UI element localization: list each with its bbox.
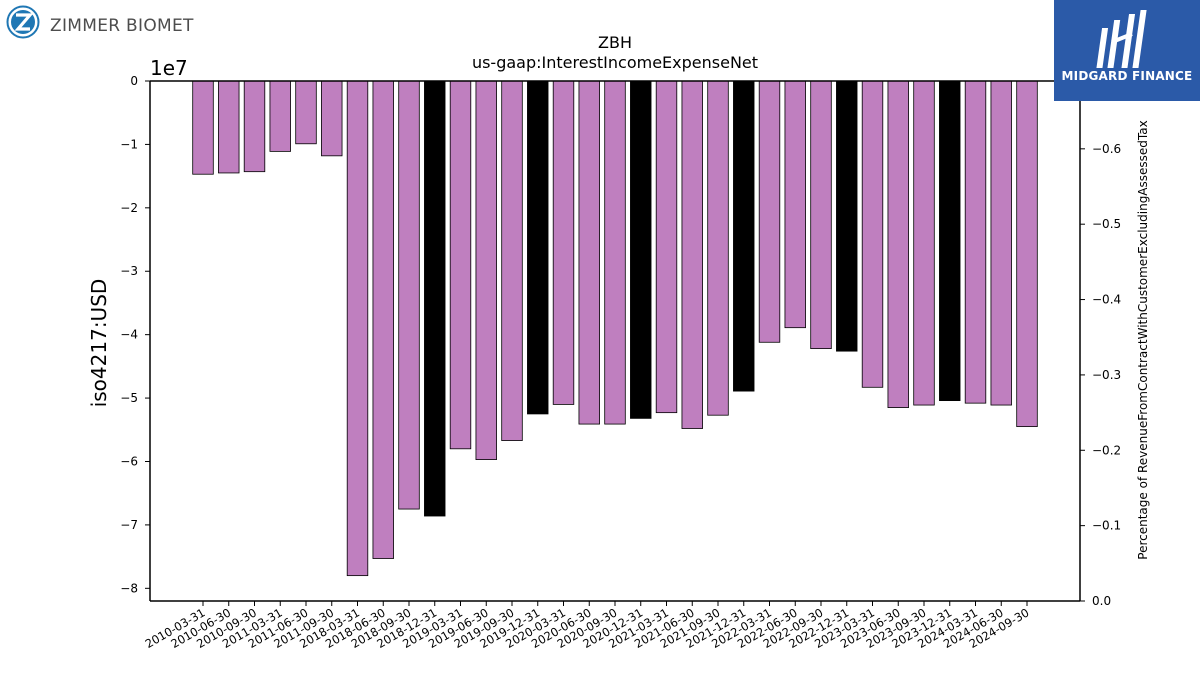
bar-2020-06-30 — [578, 80, 600, 425]
y2-tick-label: −0.4 — [1092, 293, 1121, 307]
bars-group — [192, 80, 1038, 577]
y-tick-label: −8 — [120, 581, 138, 595]
bar-2018-09-30 — [398, 80, 420, 510]
y-scale-label: 1e7 — [150, 56, 188, 80]
bar-2024-03-31 — [964, 80, 987, 404]
bar-2020-03-31 — [552, 80, 575, 405]
bar-2018-06-30 — [372, 80, 394, 559]
y-tick-label: −1 — [120, 137, 138, 151]
bar-2022-09-30 — [810, 80, 832, 350]
chart-subtitle: us-gaap:InterestIncomeExpenseNet — [472, 53, 758, 72]
axes-group: 2010-03-312010-06-302010-09-302011-03-31… — [120, 74, 1121, 651]
bar-2011-09-30 — [321, 80, 343, 157]
zimmer-biomet-icon — [6, 5, 40, 39]
y2-tick-label: −0.5 — [1092, 217, 1121, 231]
zimmer-biomet-text: ZIMMER BIOMET — [50, 16, 194, 36]
y2-axis-label: Percentage of RevenueFromContractWithCus… — [1136, 120, 1150, 559]
y-tick-label: −7 — [120, 518, 138, 532]
y2-tick-label: −0.3 — [1092, 368, 1121, 382]
midgard-finance-logo: MIDGARD FINANCE — [1054, 0, 1200, 101]
bar-2024-06-30 — [990, 80, 1012, 406]
bar-2022-12-31 — [836, 80, 858, 352]
bar-2018-12-31 — [424, 80, 446, 517]
bar-2011-06-30 — [295, 80, 317, 145]
y-tick-label: −3 — [120, 264, 138, 278]
bar-2021-06-30 — [681, 80, 703, 429]
bar-2019-06-30 — [475, 80, 497, 460]
y2-tick-label: −0.1 — [1092, 519, 1121, 533]
bar-2010-03-31 — [192, 80, 214, 175]
bar-2023-03-31 — [861, 80, 884, 388]
midgard-finance-icon — [1096, 10, 1147, 68]
bar-2023-09-30 — [913, 80, 935, 406]
y-tick-label: −2 — [120, 201, 138, 215]
bar-2019-09-30 — [501, 80, 523, 441]
bar-2020-12-31 — [630, 80, 652, 419]
chart-title: ZBH — [598, 33, 632, 52]
y2-tick-label: −0.2 — [1092, 443, 1121, 457]
bar-2021-09-30 — [707, 80, 729, 416]
y-axis-label: iso4217:USD — [87, 279, 111, 408]
y2-tick-label: 0.0 — [1092, 594, 1111, 608]
bar-2023-12-31 — [939, 80, 961, 402]
bar-2021-12-31 — [733, 80, 755, 392]
bar-2022-03-31 — [758, 80, 781, 343]
bar-2019-03-31 — [449, 80, 472, 450]
y2-tick-label: −0.6 — [1092, 142, 1121, 156]
bar-2024-09-30 — [1016, 80, 1038, 428]
bar-2023-06-30 — [887, 80, 909, 408]
bar-2018-03-31 — [346, 80, 369, 577]
bar-2019-12-31 — [527, 80, 549, 415]
bar-2010-06-30 — [218, 80, 240, 174]
bar-2022-06-30 — [784, 80, 806, 329]
bar-2011-03-31 — [269, 80, 291, 152]
y-tick-label: −4 — [120, 328, 138, 342]
midgard-finance-text: MIDGARD FINANCE — [1061, 69, 1193, 83]
bar-2020-09-30 — [604, 80, 626, 425]
bar-2021-03-31 — [655, 80, 678, 414]
y-tick-label: −5 — [120, 391, 138, 405]
zimmer-biomet-logo: ZIMMER BIOMET — [6, 5, 206, 39]
y-tick-label: −6 — [120, 454, 138, 468]
y-tick-label: 0 — [130, 74, 138, 88]
bar-2010-09-30 — [243, 80, 266, 173]
